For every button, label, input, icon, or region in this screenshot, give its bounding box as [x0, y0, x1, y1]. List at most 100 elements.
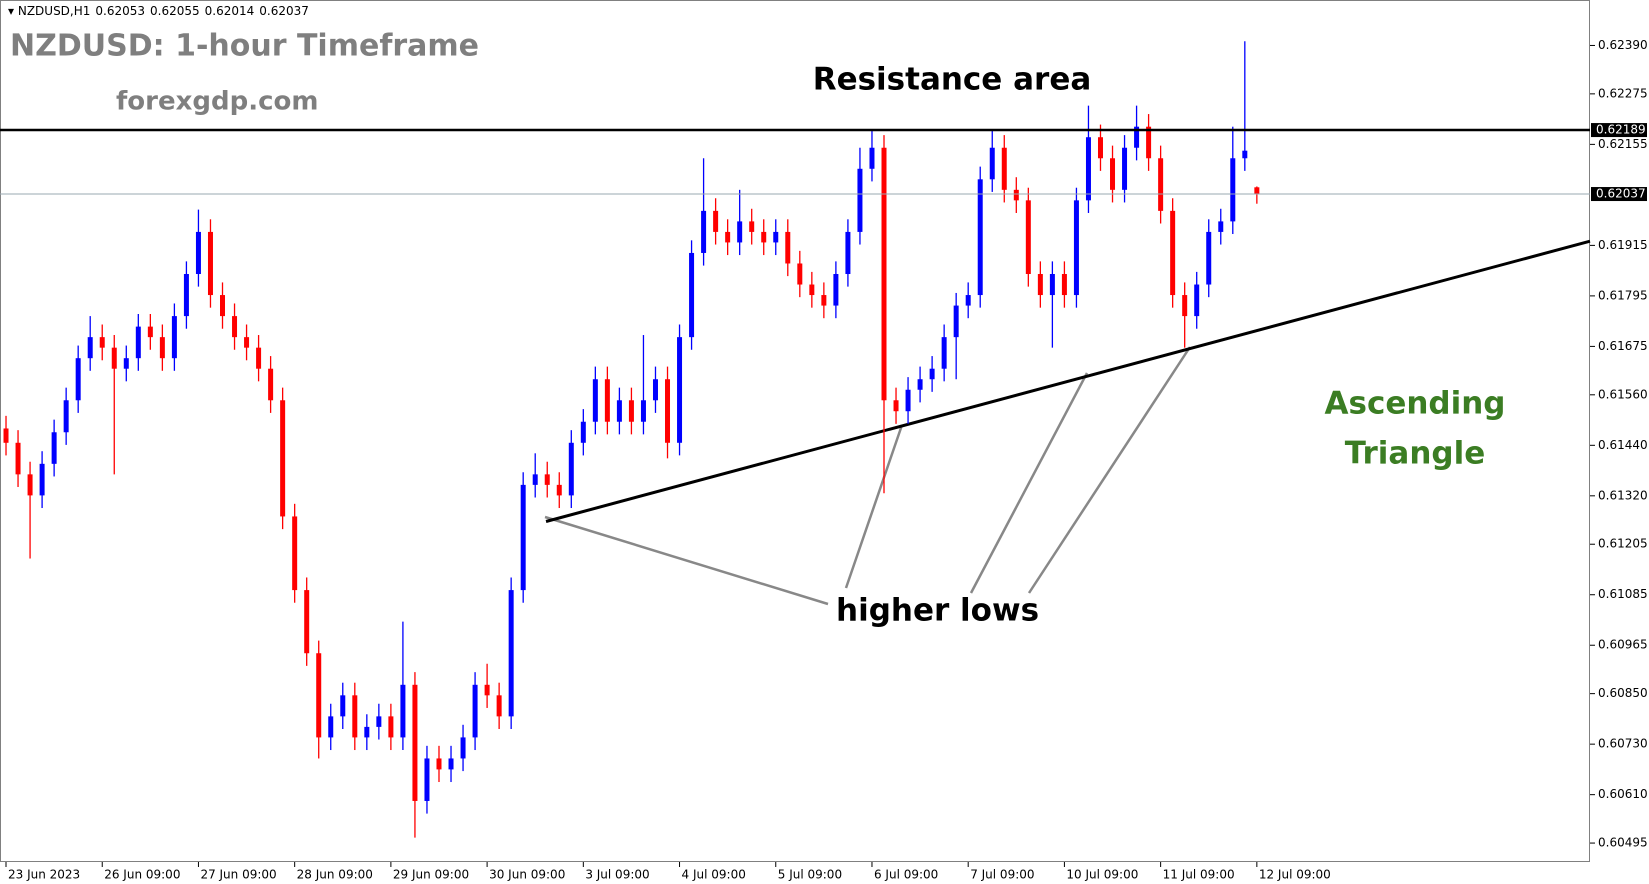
- candle-body: [147, 326, 153, 338]
- pointer-line: [544, 515, 829, 606]
- candle-body: [989, 147, 995, 180]
- y-tick-label: 0.60850: [1598, 686, 1648, 700]
- x-tick-label: 10 Jul 09:00: [1066, 868, 1138, 882]
- candle-body: [436, 758, 442, 770]
- candle-body: [268, 368, 274, 401]
- candle-body: [785, 231, 791, 264]
- candle-body: [689, 252, 695, 338]
- candle-body: [3, 428, 9, 443]
- x-tick-label: 5 Jul 09:00: [778, 868, 842, 882]
- y-tick-label: 0.61795: [1598, 288, 1648, 302]
- candle-body: [857, 168, 863, 232]
- x-tick-label: 7 Jul 09:00: [970, 868, 1034, 882]
- candle-body: [328, 716, 334, 738]
- candle-body: [304, 590, 310, 654]
- header-value: 0.62055: [150, 4, 200, 18]
- candle-body: [472, 684, 478, 738]
- y-tick-label: 0.61085: [1598, 587, 1648, 601]
- candle-body: [809, 284, 815, 296]
- x-tick-label: 30 Jun 09:00: [489, 868, 565, 882]
- annotation: Triangle: [1345, 436, 1485, 472]
- candle-body: [400, 684, 406, 738]
- candle-body: [1218, 221, 1224, 232]
- candle-body: [159, 337, 165, 359]
- header-value: 0.62053: [95, 4, 146, 18]
- candle-body: [845, 231, 851, 275]
- candle-body: [388, 716, 394, 738]
- x-tick-label: 26 Jun 09:00: [104, 868, 180, 882]
- y-tick-label: 0.60495: [1598, 836, 1648, 850]
- candle-body: [568, 442, 574, 496]
- candle-body: [1122, 147, 1128, 190]
- candle-body: [460, 737, 466, 759]
- candle-body: [869, 147, 875, 169]
- candle-body: [207, 231, 213, 296]
- candle-body: [1206, 231, 1212, 285]
- candle-body: [677, 337, 683, 443]
- x-tick-label: 28 Jun 09:00: [297, 868, 373, 882]
- y-tick-label: 0.61320: [1598, 488, 1648, 502]
- candle-body: [123, 358, 129, 369]
- candle-body: [316, 653, 322, 738]
- candle-body: [87, 337, 93, 359]
- candle-body: [1073, 200, 1079, 296]
- x-tick-label: 29 Jun 09:00: [393, 868, 469, 882]
- candle-body: [232, 316, 238, 338]
- candle-body: [484, 684, 490, 696]
- candle-body: [99, 337, 105, 348]
- candle-body: [280, 400, 286, 517]
- candle-body: [773, 231, 779, 243]
- candle-body: [628, 400, 634, 422]
- chart-header: ▾ NZDUSD,H1 0.62053 0.62055 0.62014 0.62037: [8, 4, 309, 18]
- candle-body: [1230, 158, 1236, 222]
- x-tick-label: 4 Jul 09:00: [682, 868, 746, 882]
- pointer-line: [1027, 346, 1192, 594]
- annotation: Resistance area: [813, 62, 1092, 98]
- candle-body: [652, 379, 658, 401]
- candle-body: [1254, 187, 1260, 195]
- x-tick-label: 3 Jul 09:00: [585, 868, 649, 882]
- candle-body: [556, 484, 562, 496]
- pointer-line: [844, 424, 904, 589]
- candle-body: [1049, 274, 1055, 296]
- candle-body: [965, 295, 971, 306]
- trendline: [545, 239, 1591, 523]
- candle-body: [520, 484, 526, 591]
- candle-body: [713, 210, 719, 232]
- candle-body: [51, 432, 57, 464]
- annotation: higher lows: [836, 593, 1039, 629]
- candle-body: [604, 379, 610, 422]
- x-tick-label: 6 Jul 09:00: [874, 868, 938, 882]
- pointer-lines: [544, 346, 1192, 606]
- symbol: NZDUSD,H1: [17, 4, 91, 18]
- candle-body: [893, 400, 899, 412]
- x-tick-label: 23 Jun 2023: [8, 868, 80, 882]
- candle-body: [171, 316, 177, 359]
- y-tick-label: 0.61915: [1598, 238, 1648, 252]
- candle-body: [220, 295, 226, 317]
- header-value: 0.62037: [259, 4, 309, 18]
- candle-body: [39, 463, 45, 496]
- y-tick-label: 0.60610: [1598, 787, 1648, 801]
- candle-body: [15, 442, 21, 475]
- candle-body: [821, 295, 827, 306]
- annotation: Ascending: [1325, 386, 1506, 422]
- candle-body: [1013, 189, 1019, 201]
- chart-title: NZDUSD: 1-hour Timeframe: [10, 29, 479, 64]
- y-tick-label: 0.61205: [1598, 537, 1648, 551]
- candle-body: [244, 337, 250, 348]
- candle-body: [881, 147, 887, 401]
- y-tick-label: 0.60730: [1598, 737, 1648, 751]
- candle-body: [1061, 274, 1067, 296]
- price-label-box: [1591, 123, 1647, 138]
- candle-body: [1194, 284, 1200, 317]
- x-tick-label: 11 Jul 09:00: [1163, 868, 1235, 882]
- candle-body: [496, 695, 502, 717]
- candle-body: [352, 695, 358, 738]
- candle-body: [1146, 126, 1152, 159]
- candle-body: [508, 590, 514, 717]
- candle-body: [977, 179, 983, 296]
- candle-body: [1025, 200, 1031, 275]
